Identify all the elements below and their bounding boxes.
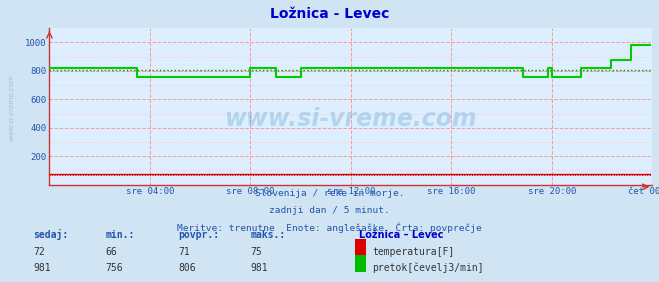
Text: 72: 72: [33, 247, 45, 257]
Text: 71: 71: [178, 247, 190, 257]
Text: www.si-vreme.com: www.si-vreme.com: [8, 74, 14, 140]
Text: Ložnica – Levec: Ložnica – Levec: [359, 230, 444, 240]
Text: www.si-vreme.com: www.si-vreme.com: [225, 107, 477, 131]
Text: 981: 981: [250, 263, 268, 273]
Text: sedaj:: sedaj:: [33, 229, 68, 240]
Text: temperatura[F]: temperatura[F]: [372, 247, 455, 257]
Text: 756: 756: [105, 263, 123, 273]
Text: Ložnica - Levec: Ložnica - Levec: [270, 7, 389, 21]
Text: zadnji dan / 5 minut.: zadnji dan / 5 minut.: [269, 206, 390, 215]
Text: 66: 66: [105, 247, 117, 257]
Text: Slovenija / reke in morje.: Slovenija / reke in morje.: [255, 189, 404, 198]
Text: pretok[čevelj3/min]: pretok[čevelj3/min]: [372, 263, 484, 273]
Text: Meritve: trenutne  Enote: anglešaške  Črta: povprečje: Meritve: trenutne Enote: anglešaške Črta…: [177, 223, 482, 233]
Text: 75: 75: [250, 247, 262, 257]
Text: maks.:: maks.:: [250, 230, 285, 240]
Text: povpr.:: povpr.:: [178, 230, 219, 240]
Text: 981: 981: [33, 263, 51, 273]
Text: 806: 806: [178, 263, 196, 273]
Text: min.:: min.:: [105, 230, 135, 240]
